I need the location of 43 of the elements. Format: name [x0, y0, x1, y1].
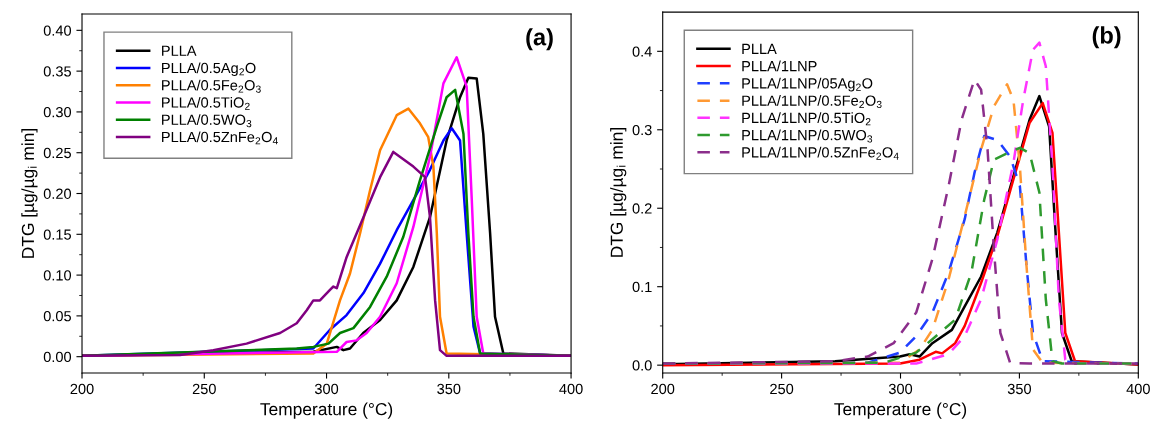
legend-label: PLLA [742, 43, 777, 54]
y-tick-label: 0.15 [43, 229, 71, 240]
x-tick-label: 400 [559, 383, 583, 395]
y-tick-label: 0.25 [43, 147, 71, 159]
y-tick-label: 0.00 [43, 351, 72, 363]
x-tick-label: 300 [314, 383, 339, 395]
legend-label: PLLA/0.5Fe$_{2}$O$_{3}$ [162, 79, 261, 93]
legend-label: PLLA/0.5WO$_{3}$ [162, 114, 252, 128]
x-tick-label: 250 [770, 383, 794, 395]
x-axis-title: Temperature (°C) [260, 402, 393, 419]
legend-label: PLLA/1LNP [742, 60, 817, 72]
y-tick-label: 0.35 [43, 66, 71, 77]
legend-label: PLLA/1LNP/05Ag$_{2}$O [742, 77, 873, 92]
legend-label: PLLA/1LNP/0.5WO$_{3}$ [742, 129, 873, 143]
legend-label: PLLA/0.5Ag$_{2}$O [162, 62, 256, 77]
annotation: (b) [1092, 26, 1121, 49]
y-tick-label: 0.40 [43, 25, 72, 36]
x-tick-label: 400 [1126, 383, 1150, 395]
legend-label: PLLA/1LNP/0.5TiO$_{2}$ [742, 112, 871, 126]
legend-label: PLLA/0.5TiO$_{2}$ [162, 96, 250, 110]
y-axis-title: DTG [µg/µg$_{i}$ min] [610, 128, 627, 257]
x-tick-label: 250 [192, 383, 216, 395]
x-tick-label: 200 [70, 383, 94, 395]
legend-label: PLLA/0.5ZnFe$_{2}$O$_{4}$ [162, 131, 278, 145]
y-tick-label: 0.2 [632, 203, 652, 214]
y-tick-label: 0.10 [43, 270, 72, 281]
legend-label: PLLA [162, 45, 197, 56]
x-tick-label: 300 [888, 383, 913, 395]
annotation: (a) [526, 28, 553, 51]
y-tick-label: 0.4 [632, 46, 652, 57]
y-tick-label: 0.30 [43, 107, 72, 118]
y-tick-label: 0.20 [43, 188, 72, 199]
x-axis-title: Temperature (°C) [834, 402, 967, 419]
y-tick-label: 0.0 [632, 360, 652, 371]
y-tick-label: 0.3 [632, 124, 652, 136]
legend-label: PLLA/1LNP/0.5ZnFe$_{2}$O$_{4}$ [742, 146, 899, 160]
y-tick-label: 0.05 [43, 310, 71, 322]
y-tick-label: 0.1 [632, 281, 652, 293]
legend-label: PLLA/1LNP/0.5Fe$_{2}$O$_{3}$ [742, 95, 882, 109]
y-axis-title: DTG [µg/µg$_{i}$ min] [21, 129, 38, 258]
x-tick-label: 350 [1007, 383, 1031, 395]
x-tick-label: 350 [437, 383, 461, 395]
x-tick-label: 200 [651, 383, 675, 395]
